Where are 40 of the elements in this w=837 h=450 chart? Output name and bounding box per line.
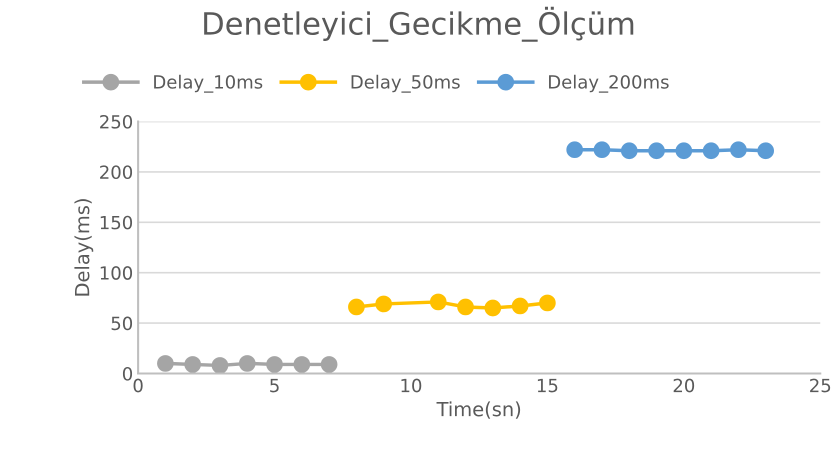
point: [184, 356, 202, 373]
x-axis-title: Time(sn): [436, 401, 520, 419]
y-tick-label: 0: [122, 366, 132, 381]
y-tick-label: 100: [100, 266, 132, 280]
x-tick-label: 20: [674, 378, 694, 392]
x-tick-label: 0: [134, 378, 143, 392]
point: [620, 142, 638, 160]
point: [730, 141, 747, 158]
point: [512, 298, 528, 314]
y-tick-label: 200: [100, 165, 132, 180]
x-tick-label: 15: [538, 378, 558, 392]
point: [594, 141, 610, 158]
point: [348, 298, 365, 316]
legend-label: Delay_200ms: [549, 74, 669, 93]
x-tick-label: 10: [401, 378, 422, 392]
chart-title: Denetleyici_Gecikme_Ölçüm: [204, 6, 634, 42]
point: [648, 142, 665, 160]
x-tick-label: 25: [810, 378, 830, 392]
y-tick-label: 150: [100, 216, 132, 230]
point: [238, 355, 256, 372]
legend-label: Delay_10ms: [154, 74, 262, 93]
point: [430, 294, 447, 310]
y-tick-label: 50: [112, 316, 132, 330]
point: [757, 142, 774, 160]
point: [212, 357, 228, 374]
legend-label: Delay_50ms: [352, 74, 460, 93]
point: [566, 141, 584, 158]
point: [675, 142, 692, 160]
point: [320, 356, 338, 373]
point: [702, 142, 720, 160]
x-tick-label: 5: [270, 378, 279, 392]
point: [157, 355, 174, 372]
point: [457, 298, 474, 316]
y-axis-title: Delay(ms): [74, 199, 94, 296]
point: [293, 356, 310, 373]
y-tick-label: 250: [100, 114, 132, 129]
point: [484, 300, 502, 316]
point: [375, 296, 392, 312]
point: [266, 356, 283, 373]
point: [539, 294, 556, 312]
